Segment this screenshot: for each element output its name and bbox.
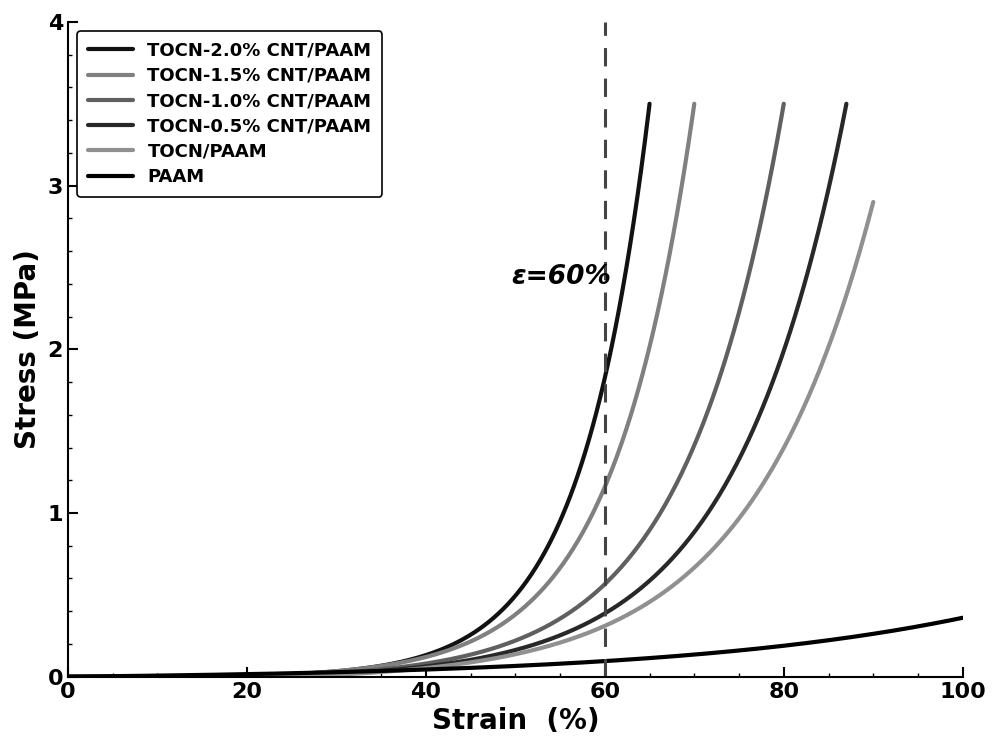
TOCN-0.5% CNT/PAAM (608, 603, 620, 612)
TOCN-1.5% CNT/PAAM (257, 671, 269, 680)
TOCN/PAAM (62, 672, 74, 681)
TOCN-0.5% CNT/PAAM (266, 672, 278, 681)
TOCN-1.0% CNT/PAAM (619, 559, 631, 568)
Legend: TOCN-2.0% CNT/PAAM, TOCN-1.5% CNT/PAAM, TOCN-1.0% CNT/PAAM, TOCN-0.5% CNT/PAAM, : TOCN-2.0% CNT/PAAM, TOCN-1.5% CNT/PAAM, … (77, 31, 382, 197)
Text: ε=60%: ε=60% (511, 264, 611, 290)
TOCN-2.0% CNT/PAAM (506, 595, 518, 604)
TOCN-1.0% CNT/PAAM (778, 100, 790, 109)
TOCN-1.0% CNT/PAAM (299, 670, 311, 679)
TOCN-1.0% CNT/PAAM (564, 608, 576, 617)
PAAM (935, 618, 947, 627)
TOCN-0.5% CNT/PAAM (554, 631, 566, 640)
TOCN-0.5% CNT/PAAM (62, 672, 74, 681)
TOCN-1.0% CNT/PAAM (247, 672, 259, 681)
PAAM (595, 657, 607, 666)
TOCN/PAAM (581, 629, 593, 638)
TOCN-1.5% CNT/PAAM (545, 575, 557, 584)
PAAM (487, 662, 499, 671)
PAAM (957, 613, 969, 622)
TOCN-2.0% CNT/PAAM (229, 672, 241, 681)
TOCN-2.0% CNT/PAAM (62, 672, 74, 681)
Line: TOCN/PAAM: TOCN/PAAM (68, 202, 873, 676)
TOCN-1.5% CNT/PAAM (62, 672, 74, 681)
TOCN-1.0% CNT/PAAM (425, 658, 437, 667)
TOCN-0.5% CNT/PAAM (322, 670, 334, 679)
PAAM (546, 660, 558, 669)
TOCN-1.5% CNT/PAAM (688, 100, 700, 109)
Line: TOCN-0.5% CNT/PAAM: TOCN-0.5% CNT/PAAM (68, 104, 846, 676)
TOCN/PAAM (867, 198, 879, 207)
Line: TOCN-1.5% CNT/PAAM: TOCN-1.5% CNT/PAAM (68, 104, 694, 676)
TOCN/PAAM (293, 672, 305, 681)
TOCN-2.0% CNT/PAAM (458, 634, 470, 643)
TOCN-0.5% CNT/PAAM (840, 100, 852, 109)
TOCN/PAAM (349, 670, 361, 679)
PAAM (62, 672, 74, 681)
TOCN-1.0% CNT/PAAM (513, 634, 525, 643)
TOCN/PAAM (635, 602, 647, 611)
TOCN-2.0% CNT/PAAM (644, 100, 656, 109)
Y-axis label: Stress (MPa): Stress (MPa) (14, 249, 42, 449)
Line: PAAM: PAAM (68, 618, 963, 676)
TOCN-1.5% CNT/PAAM (211, 672, 223, 681)
PAAM (795, 639, 807, 648)
TOCN-0.5% CNT/PAAM (458, 656, 470, 665)
TOCN-1.5% CNT/PAAM (371, 662, 383, 671)
TOCN/PAAM (485, 655, 497, 664)
TOCN-2.0% CNT/PAAM (338, 666, 350, 675)
TOCN-1.5% CNT/PAAM (496, 620, 508, 629)
Line: TOCN-1.0% CNT/PAAM: TOCN-1.0% CNT/PAAM (68, 104, 784, 676)
TOCN-0.5% CNT/PAAM (668, 552, 680, 561)
TOCN-2.0% CNT/PAAM (184, 672, 196, 681)
Line: TOCN-2.0% CNT/PAAM: TOCN-2.0% CNT/PAAM (68, 104, 650, 676)
PAAM (492, 662, 504, 671)
X-axis label: Strain  (%): Strain (%) (432, 707, 599, 735)
TOCN/PAAM (695, 557, 707, 566)
TOCN-2.0% CNT/PAAM (414, 652, 426, 661)
TOCN-1.5% CNT/PAAM (450, 643, 462, 652)
TOCN-1.0% CNT/PAAM (62, 672, 74, 681)
